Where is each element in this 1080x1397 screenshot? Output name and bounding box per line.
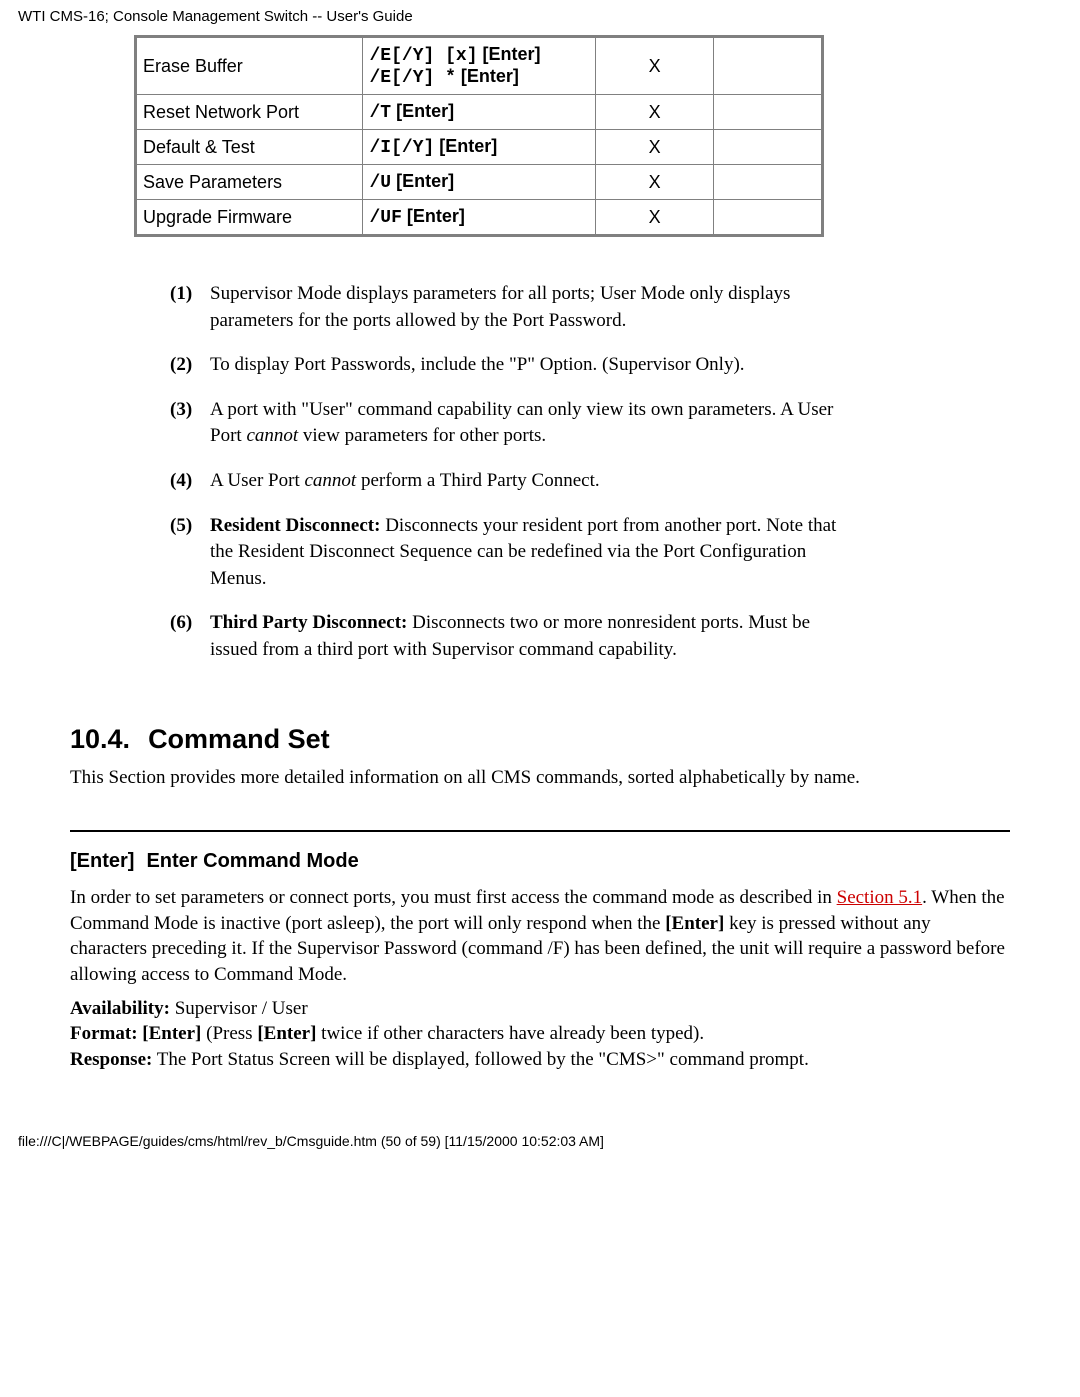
empty-cell: [714, 200, 823, 236]
command-table: Erase Buffer/E[/Y] [x] [Enter]/E[/Y] * […: [134, 35, 824, 237]
section-number: 10.4.: [70, 724, 130, 754]
mark-cell: X: [596, 37, 714, 95]
empty-cell: [714, 95, 823, 130]
entry-cmd: [Enter]: [70, 850, 134, 872]
command-syntax-cell: /I[/Y] [Enter]: [363, 130, 596, 165]
content-area: Erase Buffer/E[/Y] [x] [Enter]/E[/Y] * […: [0, 35, 1080, 1073]
page-header: WTI CMS-16; Console Management Switch --…: [0, 0, 1080, 25]
command-syntax-cell: /T [Enter]: [363, 95, 596, 130]
note-text: To display Port Passwords, include the "…: [210, 354, 745, 375]
section-heading: 10.4. Command Set: [70, 724, 1010, 755]
note-text: A port with "User" command capability ca…: [210, 399, 833, 447]
table-row: Erase Buffer/E[/Y] [x] [Enter]/E[/Y] * […: [136, 37, 823, 95]
format-label: Format:: [70, 1023, 138, 1044]
section-title-text: Command Set: [148, 724, 330, 754]
note-4: (4)A User Port cannot perform a Third Pa…: [170, 468, 840, 495]
mark-cell: X: [596, 200, 714, 236]
table-row: Default & Test/I[/Y] [Enter]X: [136, 130, 823, 165]
command-syntax-cell: /E[/Y] [x] [Enter]/E[/Y] * [Enter]: [363, 37, 596, 95]
note-text: Supervisor Mode displays parameters for …: [210, 283, 790, 331]
entry-description: In order to set parameters or connect po…: [70, 885, 1010, 988]
table-row: Upgrade Firmware/UF [Enter]X: [136, 200, 823, 236]
section-5-1-link[interactable]: Section 5.1: [837, 887, 923, 908]
mark-cell: X: [596, 95, 714, 130]
note-text: Resident Disconnect: Disconnects your re…: [210, 515, 836, 589]
notes-list: (1)Supervisor Mode displays parameters f…: [170, 281, 840, 664]
command-name-cell: Default & Test: [136, 130, 363, 165]
entry-title: Enter Command Mode: [146, 850, 358, 872]
note-text: Third Party Disconnect: Disconnects two …: [210, 612, 810, 660]
note-2: (2)To display Port Passwords, include th…: [170, 352, 840, 379]
page-footer: file:///C|/WEBPAGE/guides/cms/html/rev_b…: [0, 1073, 1080, 1149]
empty-cell: [714, 37, 823, 95]
response-label: Response:: [70, 1049, 152, 1070]
table-row: Reset Network Port/T [Enter]X: [136, 95, 823, 130]
note-6: (6)Third Party Disconnect: Disconnects t…: [170, 610, 840, 663]
availability-label: Availability:: [70, 998, 170, 1019]
response-value: The Port Status Screen will be displayed…: [152, 1049, 809, 1070]
empty-cell: [714, 165, 823, 200]
empty-cell: [714, 130, 823, 165]
note-1: (1)Supervisor Mode displays parameters f…: [170, 281, 840, 334]
command-name-cell: Save Parameters: [136, 165, 363, 200]
entry-details: Availability: Supervisor / User Format: …: [70, 996, 1010, 1073]
note-5: (5)Resident Disconnect: Disconnects your…: [170, 513, 840, 593]
table-row: Save Parameters/U [Enter]X: [136, 165, 823, 200]
command-entry-heading: [Enter] Enter Command Mode: [70, 850, 1010, 873]
availability-value: Supervisor / User: [170, 998, 308, 1019]
command-name-cell: Upgrade Firmware: [136, 200, 363, 236]
mark-cell: X: [596, 130, 714, 165]
section-intro: This Section provides more detailed info…: [70, 765, 1010, 791]
note-text: A User Port cannot perform a Third Party…: [210, 470, 600, 491]
note-3: (3)A port with "User" command capability…: [170, 397, 840, 450]
mark-cell: X: [596, 165, 714, 200]
command-syntax-cell: /U [Enter]: [363, 165, 596, 200]
command-syntax-cell: /UF [Enter]: [363, 200, 596, 236]
command-name-cell: Reset Network Port: [136, 95, 363, 130]
command-name-cell: Erase Buffer: [136, 37, 363, 95]
separator: [70, 830, 1010, 832]
